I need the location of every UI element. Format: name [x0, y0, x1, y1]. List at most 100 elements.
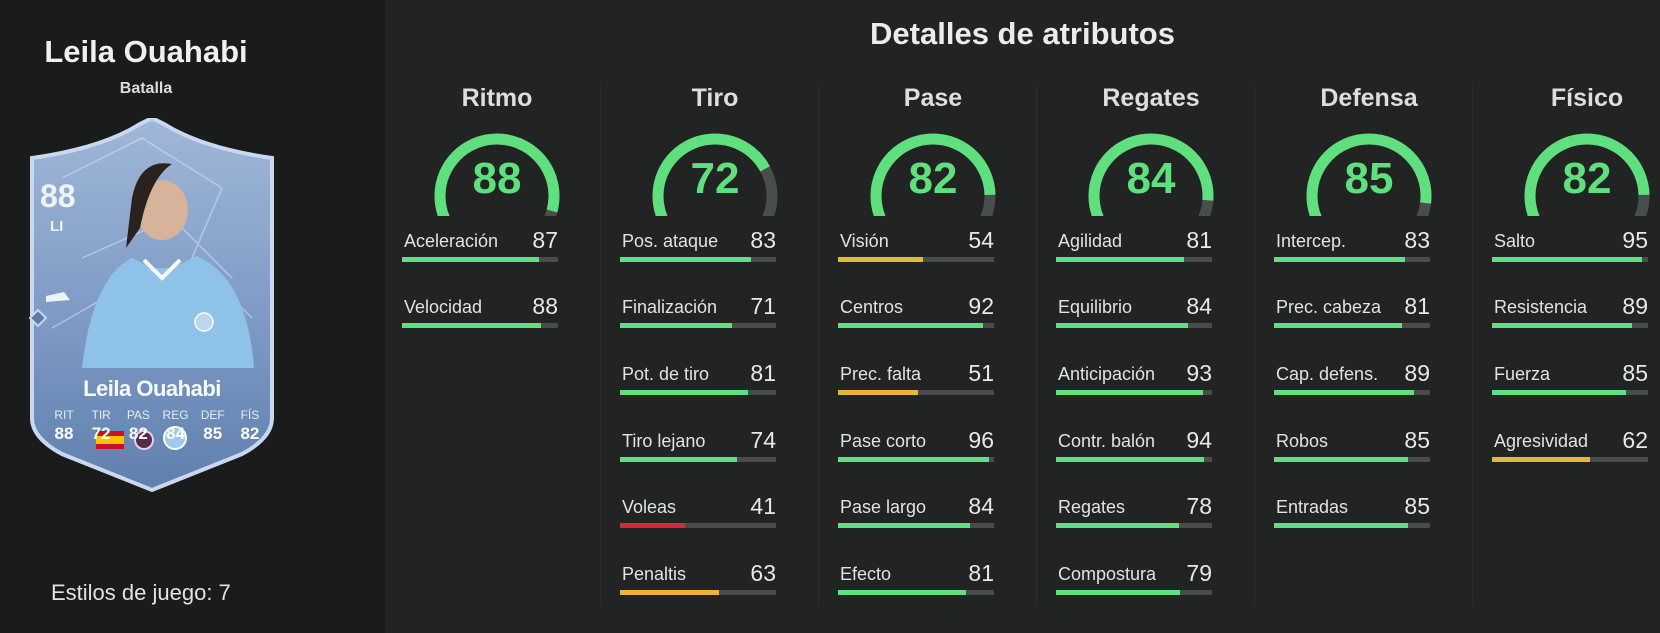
gauge-fill — [870, 133, 996, 216]
card-stat-label: REG — [162, 408, 189, 422]
attribute-bar-fill — [402, 257, 540, 262]
attribute-row[interactable]: Cap. defens. 89 — [1274, 360, 1434, 404]
attribute-value: 87 — [532, 227, 558, 253]
attribute-bar — [1056, 523, 1212, 528]
attribute-value: 54 — [968, 227, 994, 253]
attribute-row[interactable]: Regates 78 — [1056, 493, 1216, 537]
attribute-row[interactable]: Robos 85 — [1274, 427, 1434, 471]
card-position: LI — [50, 218, 64, 235]
attribute-row[interactable]: Resistencia 89 — [1492, 293, 1652, 337]
attribute-bar-fill — [1274, 523, 1408, 528]
category-gauge — [1088, 133, 1214, 216]
attribute-bar — [1056, 590, 1212, 595]
attribute-value: 63 — [750, 560, 776, 586]
attribute-bar-fill — [1056, 590, 1181, 595]
attribute-bar-fill — [1274, 257, 1405, 262]
attribute-row[interactable]: Finalización 71 — [620, 293, 780, 337]
attribute-label: Pos. ataque — [622, 231, 719, 251]
attribute-label: Velocidad — [404, 297, 483, 317]
attribute-row[interactable]: Tiro lejano 74 — [620, 427, 780, 471]
attribute-row[interactable]: Fuerza 85 — [1492, 360, 1652, 404]
attribute-bar — [1492, 390, 1648, 395]
category-title: Tiro — [691, 84, 739, 112]
attribute-row[interactable]: Compostura 79 — [1056, 560, 1216, 604]
attribute-value: 95 — [1622, 227, 1648, 253]
attribute-bar — [1492, 323, 1648, 328]
attribute-label: Aceleración — [404, 231, 499, 251]
playstyles-count[interactable]: Estilos de juego: 7 — [51, 580, 231, 605]
attribute-label: Voleas — [622, 497, 677, 517]
attribute-bar — [620, 390, 776, 395]
attribute-row[interactable]: Aceleración 87 — [402, 227, 562, 271]
attribute-row[interactable]: Equilibrio 84 — [1056, 293, 1216, 337]
attribute-bar — [1274, 390, 1430, 395]
attribute-bar — [402, 323, 558, 328]
attribute-value: 41 — [750, 493, 776, 519]
attribute-label: Agresividad — [1494, 431, 1589, 451]
attribute-row[interactable]: Efecto 81 — [838, 560, 998, 604]
attribute-label: Equilibrio — [1058, 297, 1133, 317]
attribute-value: 81 — [968, 560, 994, 586]
attribute-label: Resistencia — [1494, 297, 1588, 317]
attribute-row[interactable]: Voleas 41 — [620, 493, 780, 537]
attribute-bar-fill — [620, 523, 685, 528]
attribute-bar-fill — [1056, 523, 1179, 528]
attribute-row[interactable]: Centros 92 — [838, 293, 998, 337]
attribute-label: Intercep. — [1276, 231, 1347, 251]
column-divider — [818, 85, 819, 605]
gauge-fill — [652, 133, 778, 216]
category-title: Defensa — [1320, 84, 1418, 112]
attribute-bar — [620, 457, 776, 462]
attribute-row[interactable]: Velocidad 88 — [402, 293, 562, 337]
category-rating: 72 — [690, 154, 740, 203]
attribute-bar — [838, 390, 994, 395]
attribute-bar-fill — [838, 523, 971, 528]
attribute-value: 74 — [750, 427, 776, 453]
attribute-label: Pase corto — [840, 431, 927, 451]
card-stat-label: FÍS — [240, 408, 260, 422]
attribute-bar-fill — [1492, 390, 1626, 395]
attribute-bar-fill — [1274, 323, 1402, 328]
attribute-row[interactable]: Intercep. 83 — [1274, 227, 1434, 271]
attribute-row[interactable]: Pot. de tiro 81 — [620, 360, 780, 404]
attribute-bar — [1274, 323, 1430, 328]
attribute-row[interactable]: Pase corto 96 — [838, 427, 998, 471]
attribute-row[interactable]: Penaltis 63 — [620, 560, 780, 604]
attribute-row[interactable]: Pos. ataque 83 — [620, 227, 780, 271]
attribute-row[interactable]: Agresividad 62 — [1492, 427, 1652, 471]
gauge-fill — [1524, 133, 1650, 216]
player-panel: Leila Ouahabi Batalla — [0, 0, 385, 633]
attribute-row[interactable]: Visión 54 — [838, 227, 998, 271]
attribute-label: Tiro lejano — [622, 431, 706, 451]
attribute-bar-fill — [1056, 390, 1203, 395]
attribute-label: Prec. falta — [840, 364, 922, 384]
attribute-row[interactable]: Salto 95 — [1492, 227, 1652, 271]
attribute-label: Regates — [1058, 497, 1126, 517]
club-crest-icon — [194, 312, 214, 332]
attribute-row[interactable]: Entradas 85 — [1274, 493, 1434, 537]
category-rating: 85 — [1344, 154, 1394, 203]
attribute-label: Contr. balón — [1058, 431, 1156, 451]
attribute-label: Pase largo — [840, 497, 927, 517]
attribute-row[interactable]: Prec. cabeza 81 — [1274, 293, 1434, 337]
attribute-label: Efecto — [840, 564, 892, 584]
column-divider — [1472, 85, 1473, 605]
attribute-bar — [1274, 257, 1430, 262]
attribute-row[interactable]: Anticipación 93 — [1056, 360, 1216, 404]
attribute-value: 51 — [968, 360, 994, 386]
attribute-label: Robos — [1276, 431, 1329, 451]
attribute-value: 83 — [1404, 227, 1430, 253]
category-gauge — [1306, 133, 1432, 216]
attribute-row[interactable]: Agilidad 81 — [1056, 227, 1216, 271]
boot-icon — [46, 292, 70, 302]
attribute-value: 93 — [1186, 360, 1212, 386]
player-card[interactable]: 88 LI Leila Ouahabi RIT TIR PAS REG DEF … — [22, 118, 282, 498]
attribute-row[interactable]: Contr. balón 94 — [1056, 427, 1216, 471]
attribute-label: Finalización — [622, 297, 718, 317]
attribute-value: 84 — [1186, 293, 1212, 319]
category-gauge — [870, 133, 996, 216]
attribute-row[interactable]: Prec. falta 51 — [838, 360, 998, 404]
attribute-row[interactable]: Pase largo 84 — [838, 493, 998, 537]
card-frame — [28, 118, 274, 493]
card-stat-label: PAS — [126, 408, 150, 422]
